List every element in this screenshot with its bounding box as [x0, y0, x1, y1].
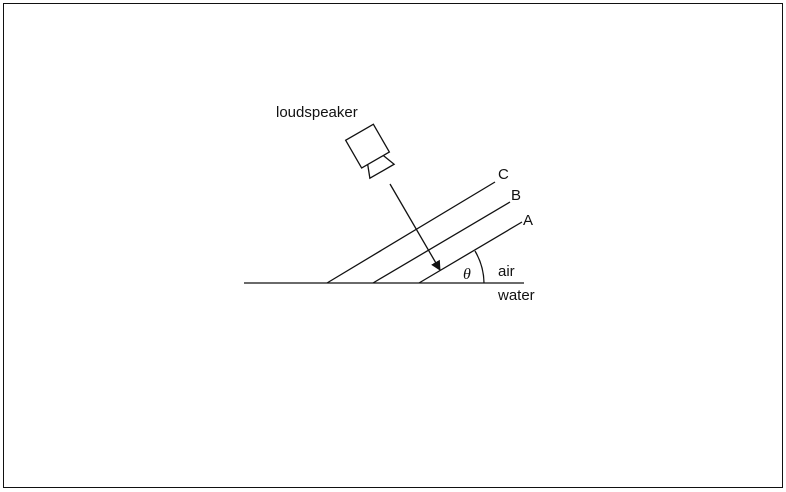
wavefront-c-line: [326, 181, 496, 284]
wavefront-c-label: C: [498, 166, 509, 183]
air-label: air: [498, 263, 515, 280]
wavefront-a-label: A: [523, 212, 533, 229]
angle-theta-label: θ: [463, 266, 471, 283]
wavefront-b-label: B: [511, 187, 521, 204]
wavefront-a-line: [418, 221, 523, 284]
angle-arc: [474, 250, 485, 284]
sound-direction-arrow: [389, 183, 441, 271]
wavefront-b-line: [372, 201, 511, 284]
loudspeaker-icon: [344, 123, 396, 180]
water-label: water: [497, 287, 535, 304]
loudspeaker-label: loudspeaker: [276, 104, 358, 121]
figure-border: [3, 3, 783, 488]
